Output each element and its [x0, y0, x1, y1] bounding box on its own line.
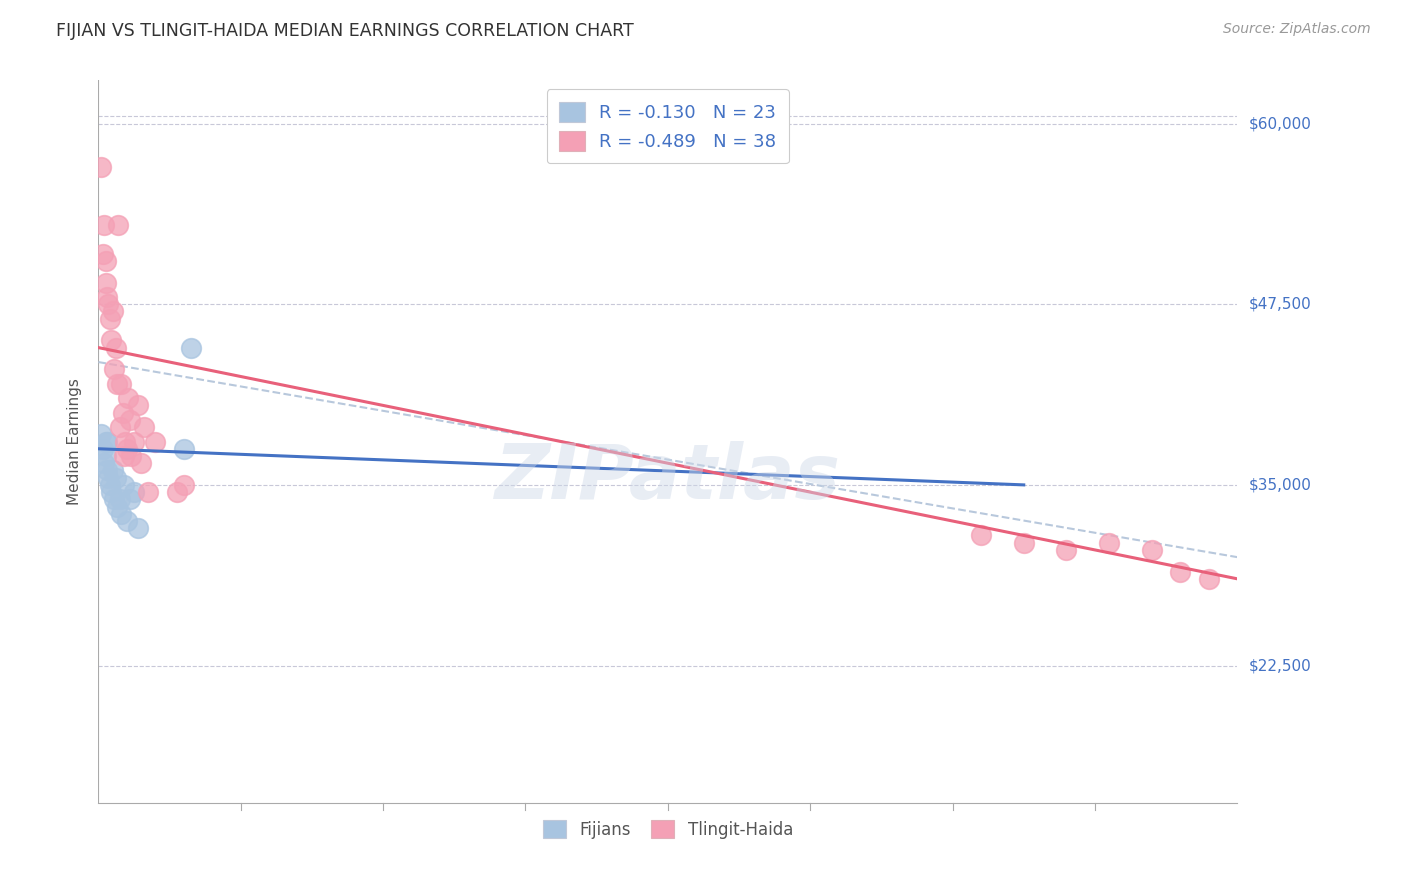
Point	[136, 485, 159, 500]
Point	[118, 413, 141, 427]
Point	[118, 492, 141, 507]
Point	[112, 449, 135, 463]
Point	[96, 434, 118, 449]
Point	[1198, 572, 1220, 586]
Point	[100, 485, 122, 500]
Point	[98, 478, 121, 492]
Point	[94, 449, 117, 463]
Text: $35,000: $35,000	[1249, 477, 1312, 492]
Point	[1098, 535, 1121, 549]
Point	[115, 442, 138, 456]
Point	[173, 478, 195, 492]
Point	[94, 276, 117, 290]
Point	[127, 398, 149, 412]
Text: Source: ZipAtlas.com: Source: ZipAtlas.com	[1223, 22, 1371, 37]
Point	[1170, 565, 1192, 579]
Y-axis label: Median Earnings: Median Earnings	[67, 378, 83, 505]
Legend: Fijians, Tlingit-Haida: Fijians, Tlingit-Haida	[533, 810, 803, 848]
Point	[94, 434, 117, 449]
Point	[110, 507, 132, 521]
Point	[180, 341, 202, 355]
Point	[1012, 535, 1035, 549]
Point	[93, 456, 115, 470]
Point	[104, 470, 127, 484]
Point	[108, 492, 131, 507]
Text: FIJIAN VS TLINGIT-HAIDA MEDIAN EARNINGS CORRELATION CHART: FIJIAN VS TLINGIT-HAIDA MEDIAN EARNINGS …	[56, 22, 634, 40]
Point	[120, 449, 142, 463]
Point	[114, 434, 136, 449]
Text: $47,500: $47,500	[1249, 297, 1312, 312]
Point	[145, 434, 167, 449]
Point	[93, 218, 115, 232]
Point	[103, 362, 125, 376]
Point	[970, 528, 993, 542]
Point	[1056, 542, 1078, 557]
Point	[104, 341, 127, 355]
Point	[1140, 542, 1163, 557]
Point	[122, 434, 145, 449]
Point	[101, 304, 124, 318]
Point	[97, 297, 120, 311]
Point	[90, 427, 112, 442]
Point	[98, 311, 121, 326]
Point	[112, 478, 135, 492]
Point	[90, 160, 112, 174]
Point	[110, 376, 132, 391]
Point	[132, 420, 155, 434]
Point	[129, 456, 152, 470]
Text: $60,000: $60,000	[1249, 116, 1312, 131]
Point	[105, 376, 128, 391]
Point	[96, 463, 118, 477]
Point	[117, 391, 139, 405]
Text: $22,500: $22,500	[1249, 658, 1312, 673]
Point	[111, 406, 134, 420]
Point	[103, 492, 125, 507]
Point	[166, 485, 188, 500]
Point	[127, 521, 149, 535]
Point	[122, 485, 145, 500]
Point	[108, 420, 131, 434]
Text: ZIPatlas: ZIPatlas	[495, 441, 841, 515]
Point	[91, 246, 114, 260]
Point	[96, 290, 118, 304]
Point	[115, 514, 138, 528]
Point	[94, 253, 117, 268]
Point	[91, 442, 114, 456]
Point	[97, 470, 120, 484]
Point	[100, 334, 122, 348]
Point	[105, 500, 128, 514]
Point	[107, 218, 129, 232]
Point	[101, 463, 124, 477]
Point	[173, 442, 195, 456]
